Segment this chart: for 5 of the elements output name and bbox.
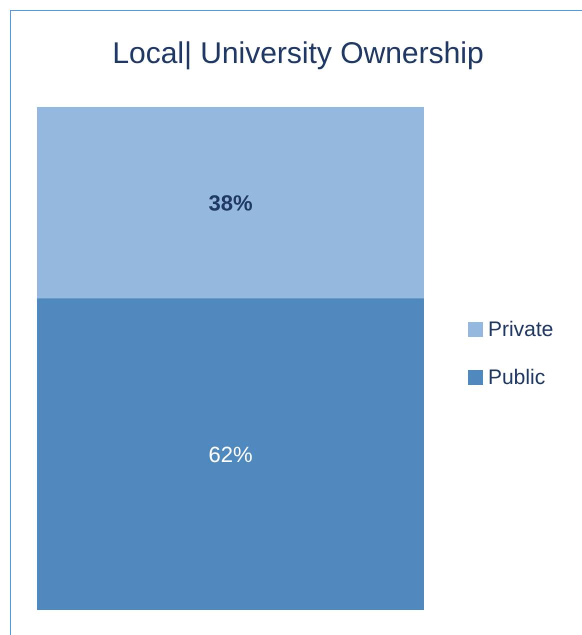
chart-title: Local| University Ownership — [112, 37, 484, 70]
data-label: 62% — [208, 442, 253, 468]
legend-label: Private — [488, 318, 554, 341]
legend-label: Public — [488, 366, 546, 389]
data-label: 38% — [208, 190, 253, 216]
